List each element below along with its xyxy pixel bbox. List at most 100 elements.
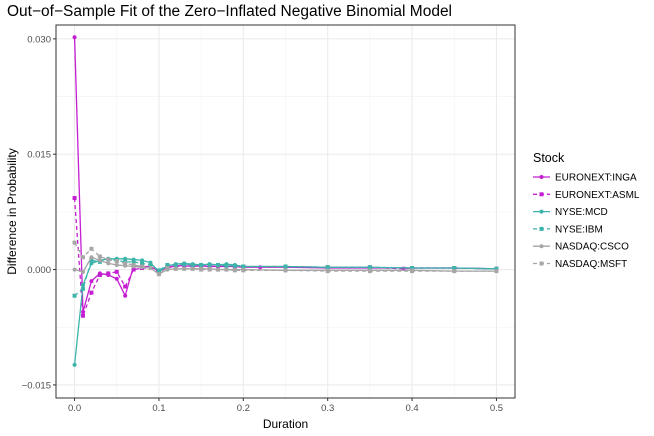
data-point [131,259,136,264]
legend-key-marker [539,244,544,249]
data-point [165,266,170,271]
data-point [72,240,77,245]
legend-label: NYSE:MCD [555,207,608,218]
data-point [97,254,102,259]
data-point [410,269,415,274]
data-point [199,267,204,272]
data-point [89,258,94,263]
data-point [81,286,85,291]
data-point [123,293,128,298]
x-axis-title: Duration [263,417,308,431]
data-point [81,255,85,260]
data-point [114,259,119,264]
data-point [216,267,220,272]
y-tick-label: 0.030 [27,34,51,45]
data-point [173,266,178,271]
data-point [190,266,195,271]
y-tick-label: 0.015 [27,150,51,161]
data-point [106,261,111,266]
data-point [123,256,128,261]
data-point [114,262,119,267]
series-nasdaq-msft [72,240,499,277]
legend-key-marker [539,261,544,266]
data-point [216,262,220,267]
data-point [452,269,457,274]
x-tick-label: 0.3 [321,403,334,414]
data-point [89,255,94,260]
x-tick-label: 0.5 [490,403,503,414]
legend-key-marker [539,192,544,197]
data-point [123,284,128,289]
data-point [241,268,246,273]
data-point [232,263,237,268]
data-point [494,266,499,271]
data-point [72,196,77,201]
legend: Stock EURONEXT:INGA EURONEXT:ASML NYSE:MCD N… [533,151,640,270]
data-point [89,246,94,251]
data-point [123,261,128,266]
data-point [114,276,119,281]
series-nyse-ibm [72,257,499,298]
legend-label: NYSE:IBM [555,224,603,235]
data-point [410,266,415,271]
data-point [97,272,102,277]
legend-item: NASDAQ:MSFT [533,259,627,270]
data-point [232,268,237,273]
data-point [156,272,161,277]
data-point [283,268,288,273]
legend-item: NYSE:MCD [533,207,608,218]
legend-label: NASDAQ:MSFT [555,259,627,270]
legend-label: EURONEXT:INGA [555,173,637,184]
chart-title: Out−of−Sample Fit of the Zero−Inflated N… [7,3,453,20]
data-point [207,262,212,267]
data-point [72,35,77,40]
legend-title: Stock [533,151,565,165]
data-point [199,262,204,267]
data-point [165,262,170,267]
legend-item: EURONEXT:INGA [533,173,637,184]
data-point [283,264,288,269]
series-line [73,242,497,275]
x-tick-label: 0.1 [152,403,165,414]
legend-item: EURONEXT:ASML [533,190,640,201]
data-point [325,265,330,270]
data-point [140,261,145,266]
legend-label: EURONEXT:ASML [555,190,640,201]
data-point [148,262,153,267]
data-point [224,263,229,268]
legend-item: NASDAQ:CSCO [533,242,629,253]
legend-label: NASDAQ:CSCO [555,242,629,253]
data-point [148,266,153,271]
series-line [73,37,497,313]
data-point [72,293,77,298]
data-point [131,267,136,272]
data-point [182,266,187,271]
legend-key-marker [539,226,544,231]
legend-key-marker [539,209,544,214]
data-point [325,269,330,274]
series-line [74,258,497,297]
data-point [97,258,102,263]
data-point [72,362,77,367]
data-point [367,269,372,274]
data-point [72,267,77,272]
y-tick-label: 0.000 [27,265,51,276]
y-axis-title: Difference in Probability [5,148,19,275]
data-point [140,258,145,263]
x-tick-label: 0.0 [68,403,81,414]
y-tick-label: −0.015 [22,380,51,391]
data-point [224,267,229,272]
data-point [106,257,111,262]
data-point [81,313,85,318]
data-point [241,264,246,269]
data-point [173,262,178,267]
data-point [367,265,372,270]
data-point [156,268,161,273]
data-point [131,262,136,267]
legend-item: NYSE:IBM [533,224,603,235]
data-point [182,262,187,267]
data-point [452,266,457,271]
plot-border [55,24,516,399]
data-point [207,267,212,272]
